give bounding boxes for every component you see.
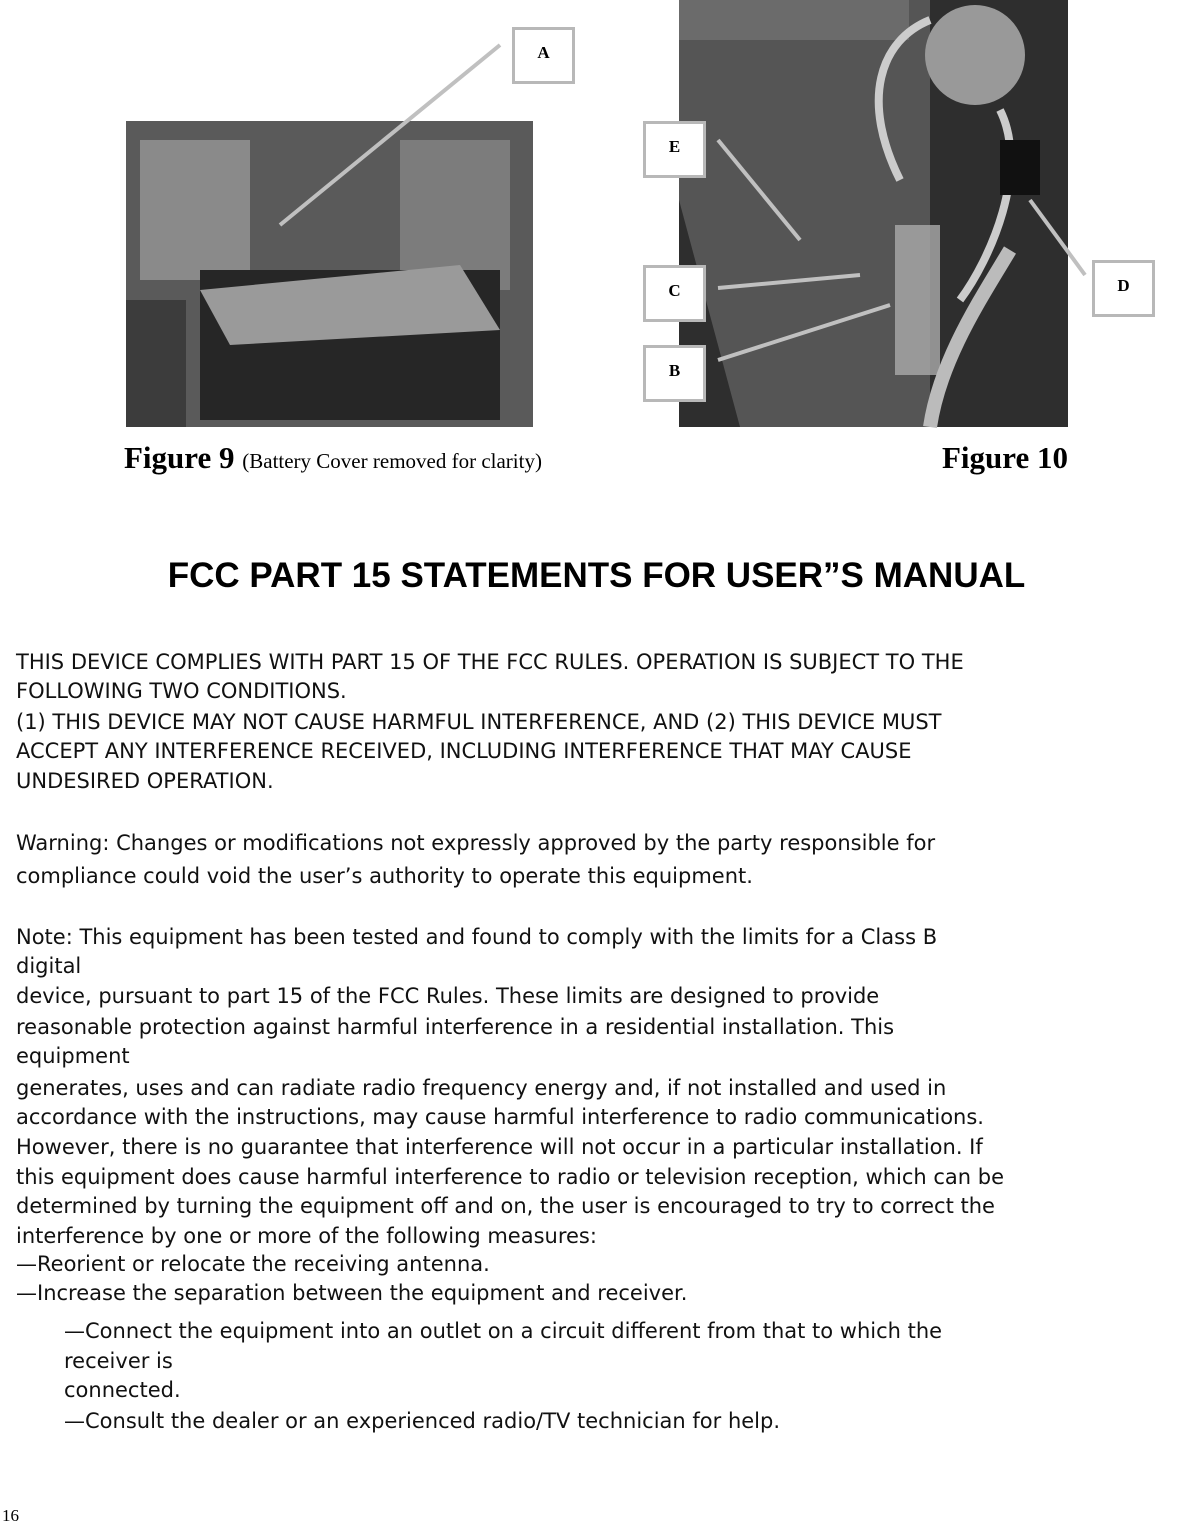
text-line: digital (16, 954, 82, 978)
caption-label: Figure 9 (124, 440, 235, 475)
text-line: accordance with the instructions, may ca… (16, 1105, 984, 1129)
text-line: interference by one or more of the follo… (16, 1224, 597, 1248)
text-line: equipment (16, 1044, 130, 1068)
text-line: Warning: Changes or modifications not ex… (16, 831, 936, 855)
text-line: —Reorient or relocate the receiving ante… (16, 1252, 490, 1276)
text-line: connected. (64, 1378, 181, 1402)
callout-label: C (643, 265, 706, 322)
callout-arrows (278, 43, 1087, 362)
text-line: device, pursuant to part 15 of the FCC R… (16, 984, 880, 1008)
text-line: Note: This equipment has been tested and… (16, 925, 938, 949)
text-line: —Connect the equipment into an outlet on… (64, 1319, 943, 1343)
text-line: THIS DEVICE COMPLIES WITH PART 15 OF THE… (16, 650, 964, 674)
text-line: (1) THIS DEVICE MAY NOT CAUSE HARMFUL IN… (16, 710, 942, 734)
text-line: —Consult the dealer or an experienced ra… (64, 1409, 781, 1433)
text-line: However, there is no guarantee that inte… (16, 1135, 983, 1159)
text-line: receiver is (64, 1349, 173, 1373)
figure10-photo (679, 0, 1068, 429)
text-line: —Increase the separation between the equ… (16, 1281, 688, 1305)
text-line: determined by turning the equipment off … (16, 1194, 995, 1218)
heading: FCC PART 15 STATEMENTS FOR USER”S MANUAL (167, 556, 1026, 595)
page-number: 16 (2, 1506, 19, 1524)
caption-note: (Battery Cover removed for clarity) (242, 449, 542, 473)
figure-caption: Figure 10 (942, 440, 1068, 475)
text-line: ACCEPT ANY INTERFERENCE RECEIVED, INCLUD… (16, 739, 912, 763)
text-line: reasonable protection against harmful in… (16, 1015, 895, 1039)
callout-label: E (643, 121, 706, 178)
text-line: this equipment does cause harmful interf… (16, 1165, 1005, 1189)
text-line: UNDESIRED OPERATION. (16, 769, 274, 793)
callout-label: B (643, 345, 706, 402)
text-line: FOLLOWING TWO CONDITIONS. (16, 679, 347, 703)
text-line: generates, uses and can radiate radio fr… (16, 1076, 947, 1100)
text-line: compliance could void the user’s authori… (16, 864, 753, 888)
callout-label: D (1092, 260, 1155, 317)
figure9-photo (126, 121, 533, 427)
callout-label: A (512, 27, 575, 84)
figure-caption: Figure 9 (Battery Cover removed for clar… (124, 440, 542, 476)
photos (126, 0, 1087, 429)
